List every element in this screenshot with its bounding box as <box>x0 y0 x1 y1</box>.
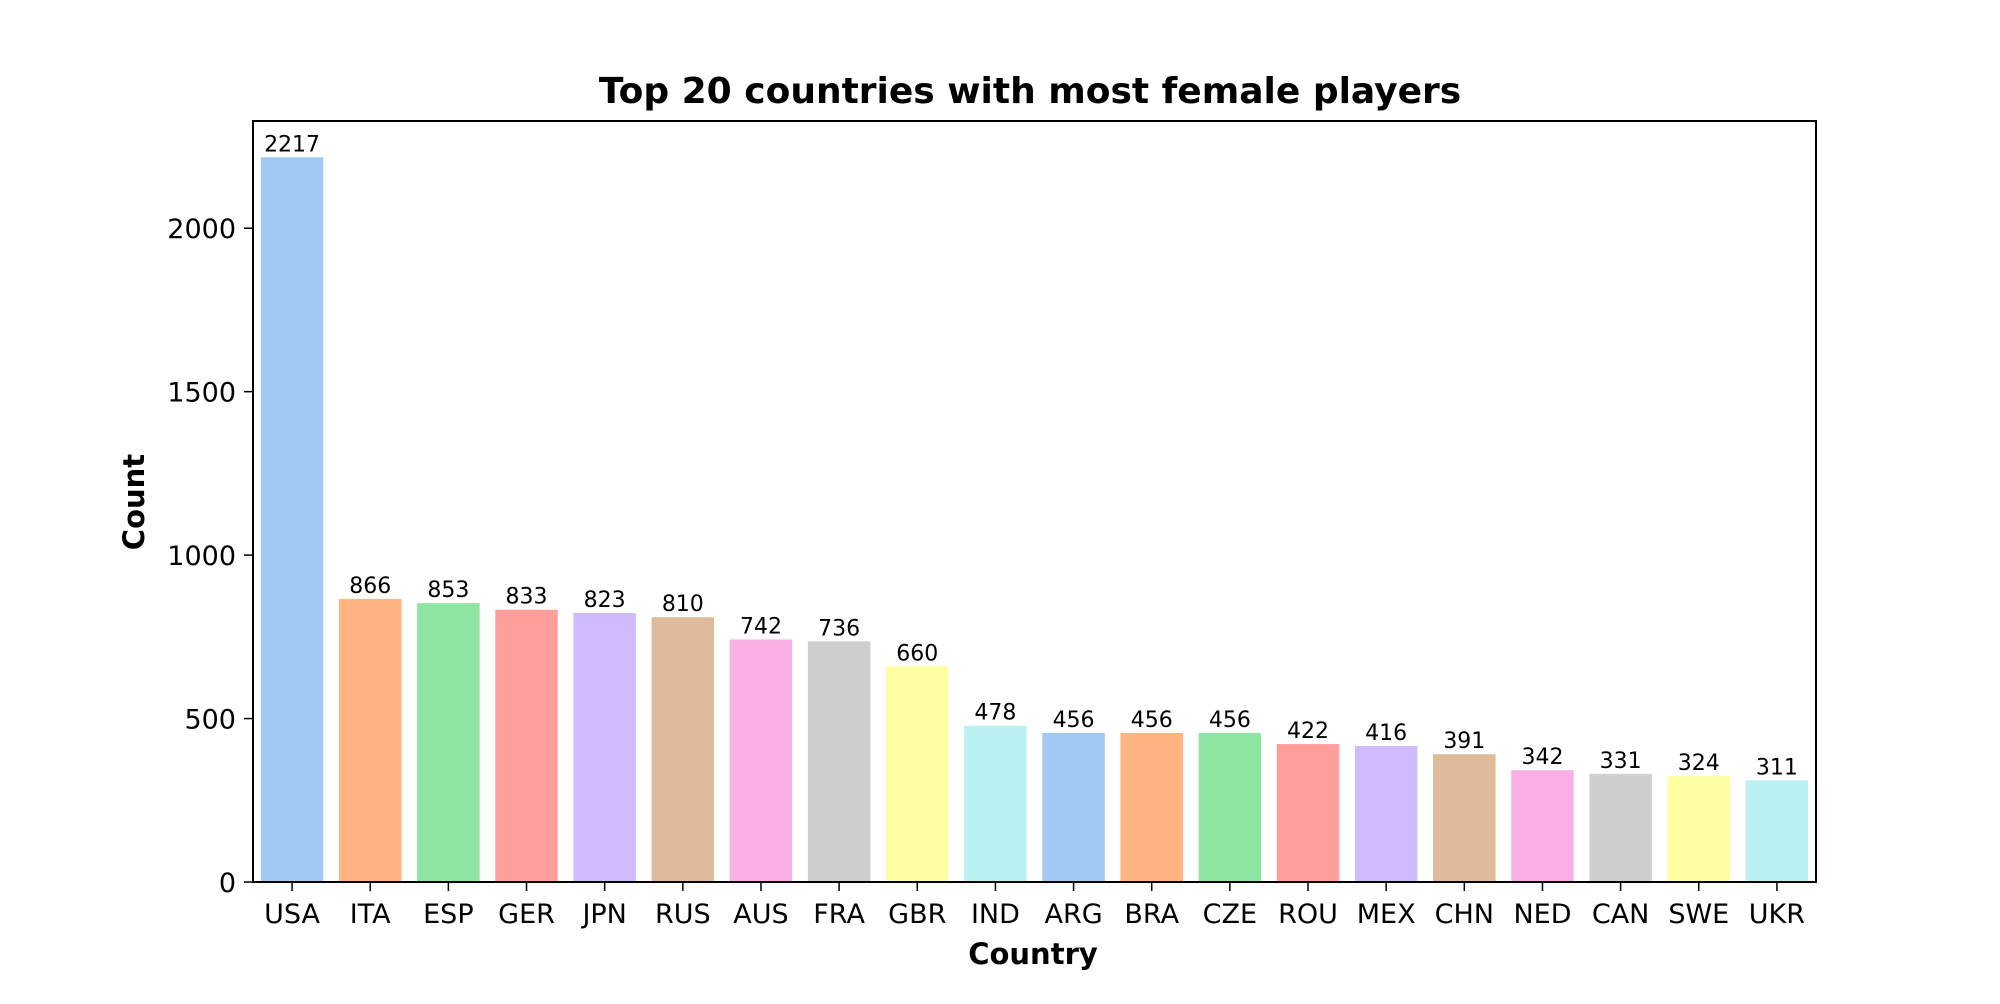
bar-swe <box>1667 776 1731 882</box>
data-label: 660 <box>896 641 938 666</box>
bar-rou <box>1276 744 1340 882</box>
y-axis-label: Count <box>117 454 151 550</box>
x-tick-label: MEX <box>1357 899 1416 930</box>
x-tick-label: CHN <box>1435 899 1494 930</box>
x-tick-label: AUS <box>733 899 788 930</box>
bar-aus <box>729 639 793 882</box>
data-label: 456 <box>1209 708 1251 733</box>
bar-cze <box>1198 732 1262 882</box>
data-label: 456 <box>1131 708 1173 733</box>
y-tick-label: 500 <box>184 705 236 736</box>
data-label: 866 <box>349 574 391 599</box>
x-tick-label: SWE <box>1668 899 1729 930</box>
x-tick-label: ROU <box>1278 899 1338 930</box>
data-label: 456 <box>1053 708 1095 733</box>
y-tick-label: 0 <box>219 868 236 899</box>
x-tick-label: NED <box>1513 899 1571 930</box>
x-tick-label: JPN <box>580 899 626 930</box>
x-tick-label: ITA <box>350 899 391 930</box>
bar-can <box>1589 773 1652 882</box>
bar-bra <box>1120 732 1183 882</box>
chart-title: Top 20 countries with most female player… <box>599 71 1461 112</box>
x-tick-label: CZE <box>1203 899 1257 930</box>
bar-chn <box>1433 754 1496 882</box>
x-tick-label: CAN <box>1592 899 1650 930</box>
data-label: 391 <box>1443 729 1485 754</box>
bar-arg <box>1042 732 1105 882</box>
data-label: 324 <box>1678 751 1720 776</box>
y-tick-label: 1000 <box>167 541 236 572</box>
data-label: 422 <box>1287 719 1329 744</box>
x-axis-label: Country <box>968 937 1098 971</box>
bar-ita <box>338 598 402 882</box>
bar-fra <box>807 641 871 882</box>
bar-jpn <box>573 612 636 882</box>
y-tick-label: 1500 <box>167 378 236 409</box>
bar-ukr <box>1745 780 1809 882</box>
bar-mex <box>1354 746 1418 882</box>
x-tick-label: BRA <box>1124 899 1179 930</box>
x-tick-label: ESP <box>423 899 473 930</box>
x-tick-label: IND <box>971 899 1020 930</box>
y-tick-label: 2000 <box>167 214 236 245</box>
x-tick-label: USA <box>264 899 320 930</box>
data-label: 853 <box>427 578 469 603</box>
bar-ind <box>964 725 1027 882</box>
data-label: 478 <box>974 701 1016 726</box>
data-label: 736 <box>818 616 860 641</box>
plot-frame <box>252 120 1817 883</box>
x-tick-label: FRA <box>813 899 865 930</box>
data-label: 331 <box>1600 749 1642 774</box>
bar-usa <box>260 157 324 882</box>
x-tick-label: GER <box>498 899 555 930</box>
x-tick-label: UKR <box>1749 899 1805 930</box>
data-label: 810 <box>662 592 704 617</box>
x-axis: USA ITA ESP GER JPN RUS AUS FRA GBR IND ARG BRA CZE R… <box>264 882 1805 930</box>
y-axis: 0 500 1000 1500 2000 <box>167 214 253 899</box>
plot-area: 2217 866 853 833 823 810 742 736 660 478 456 456 456… <box>260 132 1809 882</box>
data-label: 833 <box>506 585 548 610</box>
x-tick-label: ARG <box>1044 899 1102 930</box>
data-label: 742 <box>740 614 782 639</box>
data-label: 342 <box>1521 745 1563 770</box>
bar-rus <box>651 617 715 882</box>
bar-ger <box>495 609 558 882</box>
x-tick-label: RUS <box>655 899 711 930</box>
x-tick-label: GBR <box>888 899 946 930</box>
data-label: 2217 <box>264 132 320 157</box>
bar-ned <box>1511 770 1574 882</box>
data-label: 416 <box>1365 721 1407 746</box>
bar-gbr <box>886 666 949 882</box>
bar-esp <box>417 603 480 882</box>
data-label: 311 <box>1756 755 1798 780</box>
data-label: 823 <box>584 588 626 613</box>
